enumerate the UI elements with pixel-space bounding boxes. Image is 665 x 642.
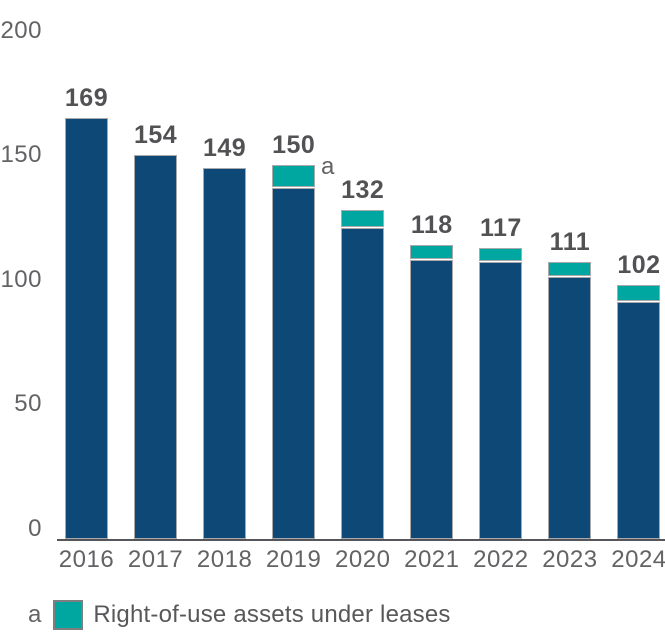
value-label-2019: 150 xyxy=(272,131,316,160)
bar-2022 xyxy=(479,247,523,539)
bar-2019-segment-right-of-use xyxy=(272,165,316,187)
x-axis-label-2024: 2024 xyxy=(611,546,665,573)
bar-2022-segment-base xyxy=(479,262,523,539)
legend: a Right-of-use assets under leases xyxy=(28,600,451,630)
bar-2023-segment-base xyxy=(548,277,592,539)
y-axis-tick-label-150: 150 xyxy=(0,141,42,169)
bar-2020-segment-right-of-use xyxy=(341,210,385,227)
x-axis-label-2019: 2019 xyxy=(265,546,322,573)
y-axis-tick-label-0: 0 xyxy=(28,515,42,542)
bar-2024-segment-right-of-use xyxy=(617,284,661,302)
bar-2016-segment-base xyxy=(65,118,108,539)
bar-2021-segment-right-of-use xyxy=(410,245,454,259)
bar-2024-segment-base xyxy=(617,302,661,539)
bar-2024 xyxy=(617,284,661,539)
value-label-2023: 111 xyxy=(549,228,591,257)
x-axis-label-2023: 2023 xyxy=(542,546,598,573)
legend-swatch-teal xyxy=(53,600,84,630)
y-axis-tick-label-50: 50 xyxy=(14,390,42,418)
bar-2019-segment-base xyxy=(272,187,316,539)
bar-2019 xyxy=(272,165,316,539)
value-label-2016: 169 xyxy=(64,84,109,113)
bar-2023 xyxy=(548,262,592,539)
bar-2021-segment-base xyxy=(410,259,454,539)
value-label-2021: 118 xyxy=(410,211,453,240)
bar-2018-segment-base xyxy=(203,167,247,539)
x-axis-line xyxy=(57,538,665,541)
y-axis-tick-label-100: 100 xyxy=(0,265,42,293)
bar-2018 xyxy=(203,167,247,539)
bar-2020 xyxy=(341,210,385,539)
value-label-2020: 132 xyxy=(341,176,385,205)
x-axis-label-2022: 2022 xyxy=(473,546,529,573)
bar-2022-segment-right-of-use xyxy=(479,247,523,262)
footnote-marker-a: a xyxy=(321,153,335,180)
bar-2020-segment-base xyxy=(341,227,385,539)
legend-footnote-marker: a xyxy=(28,601,42,628)
value-label-2018: 149 xyxy=(203,133,247,162)
x-axis-label-2017: 2017 xyxy=(127,546,184,573)
value-label-2024: 102 xyxy=(617,250,661,279)
value-label-2022: 117 xyxy=(479,213,522,242)
x-axis-label-2018: 2018 xyxy=(196,546,253,573)
bar-2016 xyxy=(65,118,108,539)
x-axis-label-2020: 2020 xyxy=(335,546,391,573)
y-axis-tick-label-200: 200 xyxy=(0,16,42,44)
value-label-2017: 154 xyxy=(133,121,178,150)
x-axis-label-2021: 2021 xyxy=(404,546,460,573)
bar-2017-segment-base xyxy=(134,155,178,539)
bar-2023-segment-right-of-use xyxy=(548,262,592,277)
x-axis-label-2016: 2016 xyxy=(58,546,115,573)
bar-2021 xyxy=(410,245,454,539)
legend-label: Right-of-use assets under leases xyxy=(93,601,451,628)
bar-2017 xyxy=(134,155,178,539)
